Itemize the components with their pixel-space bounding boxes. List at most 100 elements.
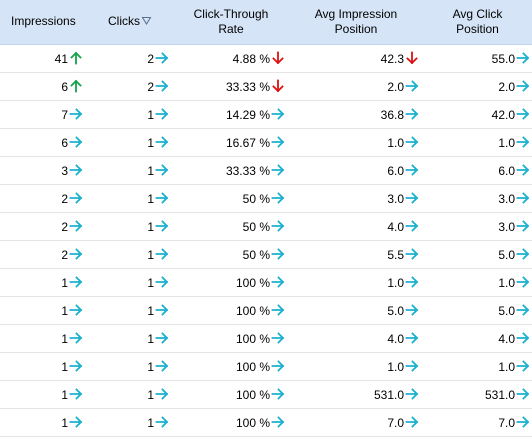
impressions-cell: 2	[0, 184, 87, 213]
arrow-right-icon	[271, 331, 285, 344]
table-row: 2 1 50 % 5.5 5.0	[0, 240, 532, 269]
cell-value: 2	[147, 79, 154, 94]
impressions-cell: 2	[0, 240, 87, 269]
ctr-cell: 50 %	[173, 212, 289, 241]
arrow-up-icon	[70, 51, 82, 64]
clicks-cell: 2	[87, 72, 173, 101]
header-avg-impression-position[interactable]: Avg Impression Position	[289, 0, 423, 45]
avg-click-position-cell: 6.0	[423, 156, 532, 185]
arrow-right-icon	[405, 275, 419, 288]
header-label-line2: Position	[456, 21, 499, 36]
header-click-through-rate[interactable]: Click-Through Rate	[173, 0, 289, 45]
cell-value: 3.0	[498, 191, 515, 206]
arrow-right-icon	[271, 275, 285, 288]
arrow-right-icon	[155, 275, 169, 288]
avg-impression-position-cell: 4.0	[289, 212, 423, 241]
arrow-right-icon	[155, 359, 169, 372]
arrow-right-icon	[516, 275, 530, 288]
cell-value: 2	[147, 51, 154, 66]
arrow-right-icon	[516, 303, 530, 316]
arrow-right-icon	[405, 387, 419, 400]
arrow-right-icon	[516, 359, 530, 372]
clicks-cell: 1	[87, 156, 173, 185]
avg-impression-position-cell: 4.0	[289, 324, 423, 353]
header-clicks[interactable]: Clicks	[87, 0, 173, 45]
avg-click-position-cell: 1.0	[423, 352, 532, 381]
avg-impression-position-cell: 7.0	[289, 408, 423, 437]
cell-value: 1	[147, 359, 154, 374]
table-row: 1 1 100 % 4.0 4.0	[0, 324, 532, 353]
avg-click-position-cell: 7.0	[423, 408, 532, 437]
cell-value: 7	[61, 107, 68, 122]
arrow-right-icon	[155, 135, 169, 148]
impressions-cell: 3	[0, 156, 87, 185]
ctr-cell: 4.88 %	[173, 44, 289, 73]
clicks-cell: 1	[87, 324, 173, 353]
avg-impression-position-cell: 1.0	[289, 268, 423, 297]
arrow-right-icon	[155, 107, 169, 120]
cell-value: 42.0	[491, 107, 515, 122]
avg-click-position-cell: 1.0	[423, 268, 532, 297]
header-avg-click-position[interactable]: Avg Click Position	[423, 0, 532, 45]
arrow-right-icon	[155, 163, 169, 176]
arrow-right-icon	[155, 79, 169, 92]
avg-click-position-cell: 5.0	[423, 296, 532, 325]
cell-value: 33.33 %	[225, 163, 270, 178]
ctr-cell: 100 %	[173, 380, 289, 409]
cell-value: 531.0	[484, 387, 515, 402]
cell-value: 50 %	[242, 247, 270, 262]
cell-value: 1	[61, 331, 68, 346]
table-row: 1 1 100 % 1.0 1.0	[0, 352, 532, 381]
ctr-cell: 50 %	[173, 184, 289, 213]
cell-value: 100 %	[235, 415, 270, 430]
cell-value: 55.0	[491, 51, 515, 66]
avg-impression-position-cell: 6.0	[289, 156, 423, 185]
arrow-down-icon	[272, 51, 284, 64]
sort-desc-icon[interactable]	[141, 15, 152, 26]
header-impressions[interactable]: Impressions	[0, 0, 87, 45]
avg-click-position-cell: 2.0	[423, 72, 532, 101]
cell-value: 14.29 %	[225, 107, 270, 122]
avg-impression-position-cell: 1.0	[289, 128, 423, 157]
cell-value: 7.0	[387, 415, 404, 430]
clicks-cell: 1	[87, 128, 173, 157]
clicks-cell: 1	[87, 408, 173, 437]
clicks-cell: 1	[87, 184, 173, 213]
clicks-cell: 1	[87, 268, 173, 297]
clicks-cell: 1	[87, 212, 173, 241]
arrow-right-icon	[271, 415, 285, 428]
cell-value: 2.0	[387, 79, 404, 94]
impressions-cell: 1	[0, 380, 87, 409]
cell-value: 1.0	[387, 135, 404, 150]
cell-value: 1	[61, 387, 68, 402]
avg-impression-position-cell: 5.5	[289, 240, 423, 269]
header-label: Clicks	[108, 14, 140, 29]
cell-value: 5.0	[498, 247, 515, 262]
cell-value: 100 %	[235, 387, 270, 402]
arrow-right-icon	[405, 247, 419, 260]
table-row: 7 1 14.29 % 36.8 42.0	[0, 100, 532, 129]
avg-click-position-cell: 5.0	[423, 240, 532, 269]
arrow-right-icon	[516, 387, 530, 400]
header-label-line1: Avg Click	[452, 6, 503, 21]
table-row: 6 2 33.33 % 2.0 2.0	[0, 72, 532, 101]
avg-click-position-cell: 42.0	[423, 100, 532, 129]
clicks-cell: 2	[87, 44, 173, 73]
cell-value: 100 %	[235, 359, 270, 374]
arrow-right-icon	[516, 247, 530, 260]
table-row: 1 1 100 % 5.0 5.0	[0, 296, 532, 325]
impressions-cell: 1	[0, 324, 87, 353]
cell-value: 4.0	[387, 331, 404, 346]
arrow-up-icon	[70, 79, 82, 92]
cell-value: 1.0	[498, 275, 515, 290]
header-label-line2: Rate	[218, 21, 244, 36]
arrow-right-icon	[69, 135, 83, 148]
impressions-cell: 1	[0, 408, 87, 437]
avg-click-position-cell: 3.0	[423, 184, 532, 213]
cell-value: 5.0	[387, 303, 404, 318]
impressions-cell: 6	[0, 72, 87, 101]
arrow-right-icon	[155, 331, 169, 344]
ctr-cell: 100 %	[173, 324, 289, 353]
cell-value: 33.33 %	[225, 79, 270, 94]
cell-value: 6.0	[387, 163, 404, 178]
